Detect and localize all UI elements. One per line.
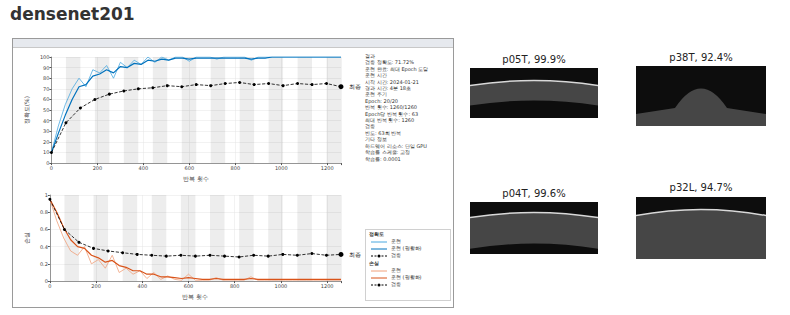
svg-text:70: 70 [43, 86, 49, 92]
html-text:검증: 검증 [391, 281, 401, 287]
svg-text:200: 200 [93, 165, 103, 171]
svg-text:50: 50 [43, 107, 49, 113]
svg-text:400: 400 [138, 283, 148, 289]
html-text:정확도: 정확도 [369, 231, 384, 237]
html-text:훈련: 훈련 [391, 267, 401, 273]
html-text:검증: 검증 [365, 123, 375, 130]
html-text:학습률: 0.0001: 학습률: 0.0001 [365, 155, 401, 162]
svg-text:0: 0 [50, 165, 53, 171]
svg-text:최종: 최종 [349, 251, 361, 258]
svg-text:0.2: 0.2 [40, 261, 48, 267]
svg-text:400: 400 [139, 165, 149, 171]
svg-text:손실: 손실 [23, 232, 30, 244]
html-text:Epoch당 반복 횟수: 63: Epoch당 반복 횟수: 63 [365, 110, 419, 117]
html-text:p32L, 94.7%: p32L, 94.7% [669, 182, 733, 193]
svg-text:20: 20 [43, 139, 49, 145]
html-text:빈도: 63회 반복: 빈도: 63회 반복 [365, 129, 402, 136]
svg-text:반복 횟수: 반복 횟수 [182, 293, 208, 300]
html-text:검증: 검증 [391, 252, 401, 258]
html-text:하드웨어 리소스: 단일 GPU: 하드웨어 리소스: 단일 GPU [365, 142, 427, 149]
html-text:p05T, 99.9%: p05T, 99.9% [502, 54, 566, 65]
html-text:손실: 손실 [369, 260, 379, 266]
svg-text:1200: 1200 [321, 283, 334, 289]
html-text:Epoch: 20/20: Epoch: 20/20 [365, 97, 398, 104]
svg-text:800: 800 [231, 165, 241, 171]
html-text:시작 시간: 2024-01-21: 시작 시간: 2024-01-21 [365, 78, 419, 85]
svg-text:90: 90 [43, 65, 49, 71]
svg-text:0: 0 [44, 278, 48, 285]
svg-text:0.6: 0.6 [40, 226, 48, 232]
html-text:학습률 스케줄: 고정: 학습률 스케줄: 고정 [365, 149, 410, 156]
svg-text:80: 80 [43, 75, 49, 81]
html-text:훈련: 훈련 [391, 238, 401, 244]
html-text:훈련 (평활화): 훈련 (평활화) [391, 245, 422, 251]
html-text:훈련 (평활화): 훈련 (평활화) [391, 274, 422, 280]
html-text:결과: 결과 [365, 53, 375, 59]
html-text:경과 시간: 4분 18초: 경과 시간: 4분 18초 [365, 85, 411, 91]
svg-text:0.8: 0.8 [40, 209, 48, 215]
svg-text:0: 0 [48, 283, 51, 289]
svg-text:0: 0 [46, 160, 50, 167]
svg-text:100: 100 [40, 54, 50, 60]
svg-text:10: 10 [43, 149, 49, 155]
html-text:p38T, 92.4%: p38T, 92.4% [669, 52, 733, 63]
svg-text:40: 40 [43, 118, 49, 124]
svg-text:60: 60 [43, 96, 49, 102]
svg-text:30: 30 [43, 128, 49, 134]
svg-text:반복 횟수: 반복 횟수 [183, 175, 209, 182]
svg-text:0.4: 0.4 [40, 244, 48, 250]
svg-text:1: 1 [45, 192, 48, 198]
html-text:훈련 시간: 훈련 시간 [365, 72, 387, 79]
html-text:훈련 완료: 최대 Epoch 도달: 훈련 완료: 최대 Epoch 도달 [365, 65, 429, 72]
svg-text:1000: 1000 [275, 283, 288, 289]
svg-text:최종: 최종 [349, 83, 361, 90]
svg-text:200: 200 [91, 283, 101, 289]
html-text:반복 횟수: 1260/1260: 반복 횟수: 1260/1260 [365, 104, 417, 111]
svg-text:1200: 1200 [321, 165, 334, 171]
html-text:검증 정확도: 71.72%: 검증 정확도: 71.72% [365, 59, 414, 66]
svg-text:1000: 1000 [275, 165, 288, 171]
html-text:훈련 주기: 훈련 주기 [365, 91, 387, 98]
html-text:최대 반복 횟수: 1260: 최대 반복 횟수: 1260 [365, 117, 415, 124]
html-text:p04T, 99.6%: p04T, 99.6% [502, 188, 566, 199]
svg-text:800: 800 [230, 283, 240, 289]
svg-text:정확도(%): 정확도(%) [23, 96, 30, 124]
svg-text:600: 600 [185, 165, 195, 171]
html-text:densenet201: densenet201 [10, 4, 135, 24]
html-text:기타 정보: 기타 정보 [365, 136, 387, 143]
svg-text:600: 600 [184, 283, 194, 289]
